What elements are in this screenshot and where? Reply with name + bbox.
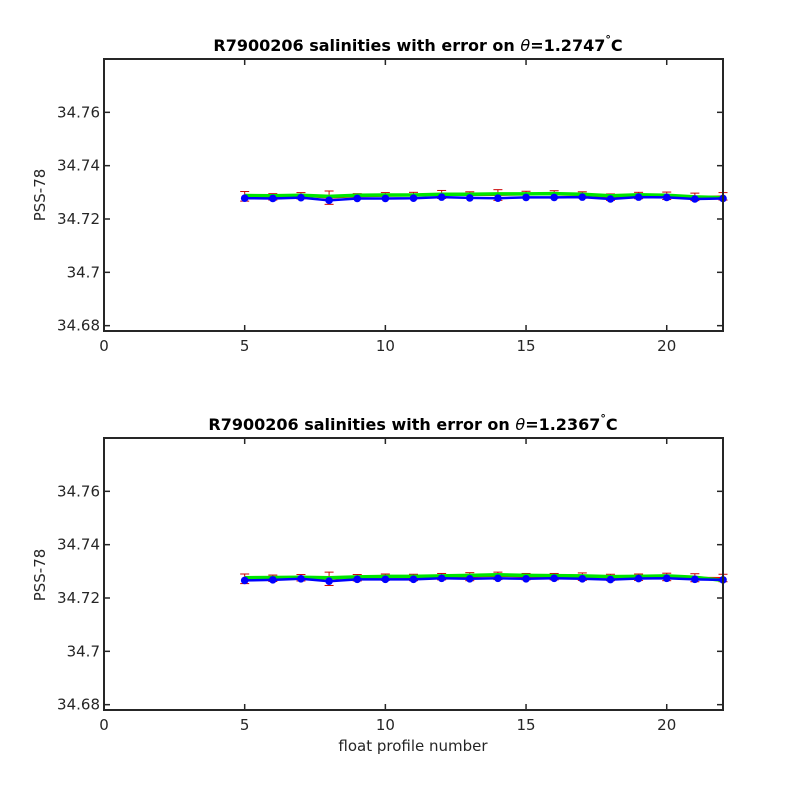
data-point: [578, 575, 587, 583]
chart-panel-bottom: R7900206 salinities with error on θ=1.23…: [31, 412, 728, 755]
y-tick-label: 34.72: [57, 210, 100, 228]
data-point: [269, 194, 277, 203]
x-tick-label: 15: [516, 716, 535, 734]
data-point: [494, 574, 502, 583]
data-point: [550, 193, 558, 202]
y-axis-label: PSS-78: [31, 169, 49, 222]
data-point: [691, 195, 699, 203]
data-point: [634, 193, 643, 201]
title-value: =1.2367: [525, 415, 600, 434]
series-line-blue: [244, 577, 724, 583]
y-tick-label: 34.68: [57, 696, 100, 714]
data-point: [297, 193, 305, 202]
x-tick-label: 10: [376, 716, 395, 734]
data-point: [662, 574, 671, 583]
data-point: [437, 193, 446, 201]
title-main: R7900206 salinities with error on: [208, 415, 515, 434]
x-tick-label: 0: [99, 716, 109, 734]
x-tick-label: 15: [516, 337, 535, 355]
data-point: [578, 193, 587, 201]
axes: 0 5 10 15 20 34.68 34.7 34.72 34.74 34.76: [57, 58, 724, 355]
x-tick-label: 20: [657, 337, 676, 355]
data-point: [297, 575, 305, 583]
series-line-green: [244, 191, 724, 200]
y-tick-label: 34.72: [57, 589, 100, 607]
y-axis-label: PSS-78: [31, 549, 49, 602]
data-point: [494, 194, 502, 202]
data-point: [606, 195, 615, 203]
series-line-blue: [244, 195, 724, 202]
data-point: [606, 575, 615, 584]
y-tick-label: 34.7: [67, 263, 100, 281]
data-point: [381, 194, 390, 203]
data-point: [691, 575, 699, 584]
title-theta: θ: [515, 415, 525, 434]
chart-panel-top: R7900206 salinities with error on θ=1.27…: [31, 33, 728, 355]
x-tick-label: 5: [240, 337, 250, 355]
x-tick-label: 10: [376, 337, 395, 355]
axes-box: [103, 58, 724, 332]
title-unit: C: [611, 36, 623, 55]
axes-box: [103, 437, 724, 711]
x-tick-label: 5: [240, 716, 250, 734]
data-point: [409, 194, 418, 202]
plot-area: [240, 189, 728, 205]
title-theta: θ: [520, 36, 530, 55]
title-unit: C: [606, 415, 618, 434]
y-tick-label: 34.74: [57, 536, 100, 554]
x-axis-label: float profile number: [338, 737, 488, 755]
data-point: [381, 575, 390, 584]
data-point: [465, 194, 474, 202]
data-point: [269, 576, 277, 584]
data-point: [522, 575, 530, 583]
x-tick-label: 0: [99, 337, 109, 355]
y-tick-label: 34.76: [57, 103, 100, 121]
data-point: [240, 194, 249, 202]
y-tick-label: 34.74: [57, 157, 100, 175]
plot-area: [240, 571, 728, 586]
y-tick-label: 34.68: [57, 317, 100, 335]
data-point: [353, 194, 362, 203]
degree-symbol: °: [600, 412, 606, 425]
chart-title: R7900206 salinities with error on θ=1.27…: [213, 33, 622, 55]
data-point: [550, 574, 558, 583]
data-point: [409, 575, 418, 584]
data-point: [522, 193, 530, 202]
x-tick-label: 20: [657, 716, 676, 734]
axes: 0 5 10 15 20 34.68 34.7 34.72 34.74 34.76: [57, 437, 724, 734]
title-value: =1.2747: [530, 36, 605, 55]
data-point: [325, 196, 333, 205]
data-point: [325, 577, 333, 585]
data-point: [465, 575, 474, 583]
y-tick-label: 34.76: [57, 482, 100, 500]
data-point: [437, 574, 446, 583]
series-line-green: [244, 573, 724, 583]
plot-data: [240, 571, 728, 586]
title-main: R7900206 salinities with error on: [213, 36, 520, 55]
plot-data: [240, 189, 728, 205]
data-point: [353, 575, 362, 584]
data-point: [662, 193, 671, 202]
degree-symbol: °: [605, 33, 611, 46]
y-tick-label: 34.7: [67, 642, 100, 660]
chart-title: R7900206 salinities with error on θ=1.23…: [208, 412, 617, 434]
data-point: [240, 576, 249, 585]
data-point: [634, 574, 643, 583]
